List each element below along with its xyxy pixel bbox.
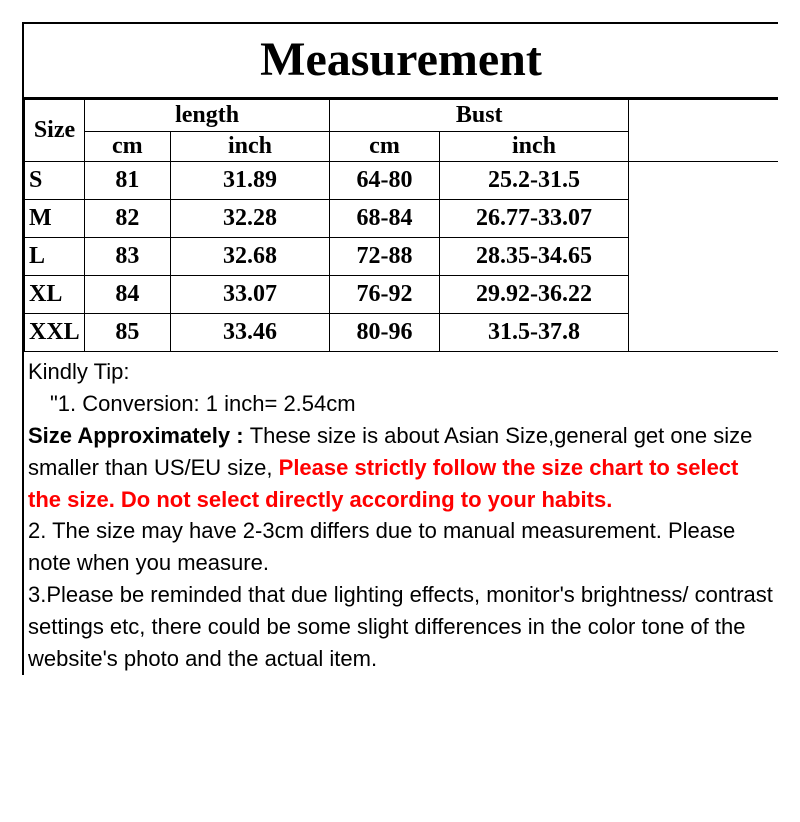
cell-len-cm: 82: [84, 200, 170, 238]
tip-approx: Size Approximately : These size is about…: [28, 420, 774, 516]
col-bust-cm: cm: [330, 132, 440, 162]
cell-bust-in: 26.77-33.07: [439, 200, 628, 238]
cell-len-in: 33.07: [170, 276, 329, 314]
cell-bust-in: 28.35-34.65: [439, 238, 628, 276]
tip-2: 2. The size may have 2-3cm differs due t…: [28, 515, 774, 579]
cell-bust-cm: 80-96: [330, 314, 440, 352]
cell-bust-cm: 72-88: [330, 238, 440, 276]
cell-size: L: [25, 238, 85, 276]
cell-len-in: 31.89: [170, 162, 329, 200]
table-row: S 81 31.89 64-80 25.2-31.5: [25, 162, 779, 200]
col-blank: [629, 100, 778, 162]
card-title: Measurement: [24, 24, 778, 99]
cell-bust-cm: 64-80: [330, 162, 440, 200]
cell-size: M: [25, 200, 85, 238]
cell-size: XXL: [25, 314, 85, 352]
cell-len-cm: 83: [84, 238, 170, 276]
cell-bust-in: 25.2-31.5: [439, 162, 628, 200]
cell-size: S: [25, 162, 85, 200]
measurement-card: Measurement Size length Bust cm inch cm …: [22, 22, 778, 675]
cell-len-in: 32.28: [170, 200, 329, 238]
col-length: length: [84, 100, 329, 132]
cell-blank: [629, 162, 778, 352]
tip-conversion: "1. Conversion: 1 inch= 2.54cm: [28, 388, 774, 420]
cell-bust-in: 29.92-36.22: [439, 276, 628, 314]
cell-bust-in: 31.5-37.8: [439, 314, 628, 352]
col-length-cm: cm: [84, 132, 170, 162]
col-length-inch: inch: [170, 132, 329, 162]
tip-3: 3.Please be reminded that due lighting e…: [28, 579, 774, 675]
cell-len-cm: 85: [84, 314, 170, 352]
cell-size: XL: [25, 276, 85, 314]
col-bust-inch: inch: [439, 132, 628, 162]
cell-len-in: 32.68: [170, 238, 329, 276]
tips-block: Kindly Tip: "1. Conversion: 1 inch= 2.54…: [24, 352, 778, 675]
tip-approx-lead: Size Approximately :: [28, 423, 250, 448]
cell-len-cm: 84: [84, 276, 170, 314]
cell-bust-cm: 76-92: [330, 276, 440, 314]
col-bust: Bust: [330, 100, 629, 132]
cell-len-cm: 81: [84, 162, 170, 200]
cell-bust-cm: 68-84: [330, 200, 440, 238]
size-table: Size length Bust cm inch cm inch S 81 31…: [24, 99, 778, 352]
tips-header: Kindly Tip:: [28, 356, 774, 388]
col-size: Size: [25, 100, 85, 162]
cell-len-in: 33.46: [170, 314, 329, 352]
